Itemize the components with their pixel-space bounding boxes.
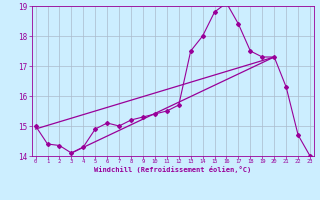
X-axis label: Windchill (Refroidissement éolien,°C): Windchill (Refroidissement éolien,°C) bbox=[94, 166, 252, 173]
